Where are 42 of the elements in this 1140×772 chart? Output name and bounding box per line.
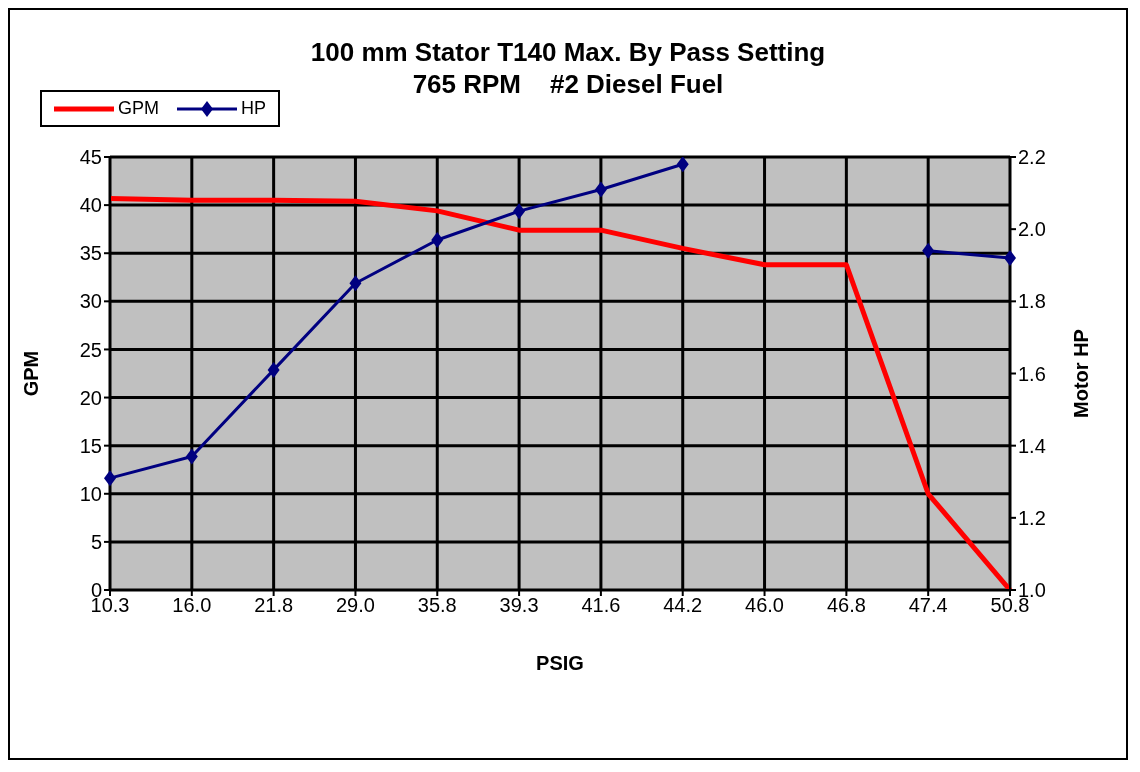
y-tick-label: 20 <box>79 386 102 409</box>
y2-tick-label: 1.8 <box>1018 290 1046 313</box>
point <box>594 181 607 198</box>
y2-tick-label: 1.6 <box>1018 362 1046 385</box>
point <box>185 448 198 465</box>
y2-tick-label: 2.0 <box>1018 218 1046 241</box>
point <box>431 231 444 248</box>
x-tick-label: 46.8 <box>826 594 866 617</box>
point <box>1004 250 1016 267</box>
point <box>922 242 935 259</box>
point <box>349 275 362 292</box>
point <box>676 157 689 173</box>
point <box>267 361 280 378</box>
y2-axis-title: Motor HP <box>1070 329 1092 418</box>
y-tick-label: 45 <box>79 146 102 169</box>
y-tick-label: 15 <box>79 434 102 457</box>
y-tick-label: 40 <box>79 194 102 217</box>
x-tick-label: 39.3 <box>499 594 539 617</box>
legend-label: GPM <box>118 98 160 119</box>
x-tick-label: 35.8 <box>417 594 457 617</box>
x-axis-title: PSIG <box>536 652 584 674</box>
x-tick-label: 21.8 <box>254 594 294 617</box>
y-tick-label: 30 <box>79 290 102 313</box>
x-tick-label: 44.2 <box>663 594 703 617</box>
chart-title: 100 mm Stator T140 Max. By Pass Setting <box>309 36 827 68</box>
point <box>104 470 116 487</box>
x-tick-label: 46.0 <box>745 594 785 617</box>
x-tick-label: 16.0 <box>172 594 212 617</box>
y-tick-label: 25 <box>79 338 102 361</box>
y-axis-title: GPM <box>20 350 42 397</box>
x-tick-label: 41.6 <box>581 594 621 617</box>
point <box>513 203 526 220</box>
y2-tick-label: 2.2 <box>1018 146 1046 169</box>
y-tick-label: 5 <box>90 530 102 553</box>
x-tick-label: 47.4 <box>908 594 948 617</box>
y2-tick-label: 1.2 <box>1018 506 1046 529</box>
chart-subtitle: 765 RPM #2 Diesel Fuel <box>412 69 724 99</box>
legend-label: HP <box>241 98 267 119</box>
y-tick-label: 10 <box>79 482 102 505</box>
y-tick-label: 35 <box>79 242 102 265</box>
x-tick-label: 29.0 <box>335 594 375 617</box>
y2-tick-label: 1.4 <box>1018 434 1046 457</box>
